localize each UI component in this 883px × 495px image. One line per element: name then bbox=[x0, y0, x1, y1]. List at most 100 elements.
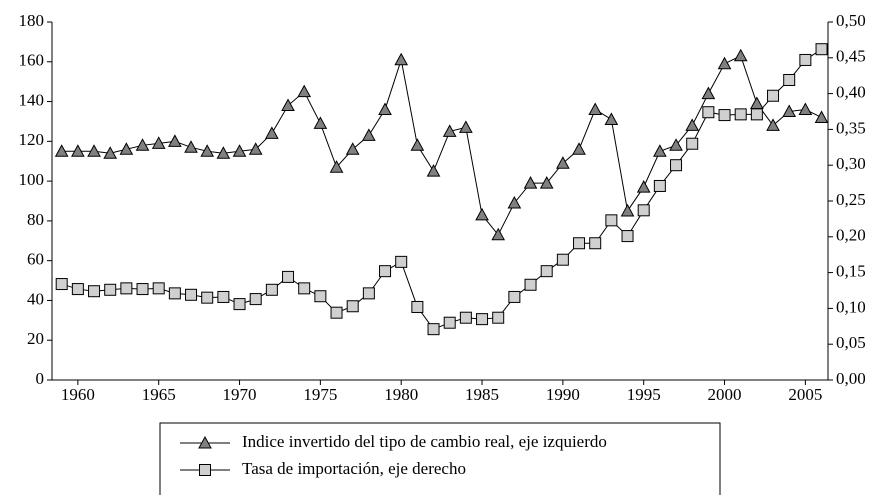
point bbox=[669, 138, 683, 151]
point bbox=[605, 214, 618, 227]
point bbox=[233, 298, 246, 311]
point bbox=[152, 282, 165, 295]
point bbox=[345, 142, 360, 155]
point bbox=[71, 144, 85, 157]
point bbox=[573, 237, 586, 250]
point bbox=[733, 48, 748, 62]
point bbox=[782, 104, 797, 117]
y-tick-label: 160 bbox=[19, 51, 45, 70]
y2-tick-label: 0,40 bbox=[836, 83, 866, 102]
point bbox=[265, 126, 279, 139]
point bbox=[265, 283, 278, 296]
point bbox=[379, 265, 392, 278]
y-tick-label: 180 bbox=[19, 11, 45, 30]
point bbox=[297, 84, 312, 98]
point bbox=[362, 128, 376, 141]
point bbox=[766, 118, 780, 131]
point bbox=[427, 323, 440, 336]
point bbox=[540, 265, 553, 278]
point bbox=[476, 313, 489, 326]
point bbox=[459, 311, 472, 324]
point bbox=[426, 164, 441, 177]
point bbox=[507, 195, 522, 209]
legend-label: Tasa de importación, eje derecho bbox=[242, 459, 466, 478]
point bbox=[702, 106, 715, 119]
point bbox=[136, 283, 149, 296]
point bbox=[313, 116, 328, 129]
point bbox=[556, 156, 570, 169]
point bbox=[750, 96, 764, 110]
point bbox=[54, 144, 69, 157]
point bbox=[524, 278, 537, 291]
point bbox=[621, 230, 634, 243]
point bbox=[539, 176, 554, 189]
point bbox=[55, 278, 68, 291]
x-tick-label: 1965 bbox=[142, 385, 176, 404]
y2-tick-label: 0,15 bbox=[836, 262, 866, 281]
point bbox=[216, 146, 231, 159]
point bbox=[411, 300, 424, 313]
point bbox=[685, 118, 700, 131]
point bbox=[686, 137, 699, 150]
point bbox=[330, 306, 343, 319]
point bbox=[185, 288, 198, 301]
point bbox=[750, 108, 763, 121]
point bbox=[670, 159, 683, 172]
y2-tick-label: 0,30 bbox=[836, 154, 866, 173]
point bbox=[88, 285, 101, 298]
point bbox=[442, 124, 457, 137]
point bbox=[637, 204, 650, 217]
point bbox=[314, 290, 327, 303]
point bbox=[783, 73, 796, 86]
x-tick-label: 1990 bbox=[546, 385, 580, 404]
x-tick-label: 1995 bbox=[627, 385, 661, 404]
point bbox=[556, 253, 569, 266]
point bbox=[71, 283, 84, 296]
point bbox=[701, 86, 716, 100]
point bbox=[329, 160, 344, 173]
point bbox=[523, 176, 538, 189]
point bbox=[734, 108, 747, 121]
y-tick-label: 40 bbox=[27, 289, 44, 308]
y2-tick-label: 0,05 bbox=[836, 333, 866, 352]
point bbox=[636, 180, 651, 193]
point bbox=[184, 140, 198, 153]
point bbox=[119, 142, 134, 155]
y2-tick-label: 0,45 bbox=[836, 47, 866, 66]
x-tick-label: 1970 bbox=[223, 385, 257, 404]
point bbox=[492, 311, 505, 324]
point bbox=[394, 52, 409, 66]
y2-tick-label: 0,35 bbox=[836, 118, 866, 137]
point bbox=[281, 98, 295, 112]
point bbox=[410, 138, 425, 151]
point bbox=[491, 227, 506, 241]
x-tick-label: 2005 bbox=[788, 385, 822, 404]
point bbox=[217, 290, 230, 303]
point bbox=[282, 270, 295, 283]
point bbox=[200, 144, 215, 157]
y-tick-label: 120 bbox=[19, 130, 45, 149]
x-tick-label: 1975 bbox=[303, 385, 337, 404]
point bbox=[572, 142, 586, 155]
point bbox=[604, 112, 619, 125]
y2-tick-label: 0,20 bbox=[836, 226, 866, 245]
y-tick-label: 60 bbox=[27, 250, 44, 269]
point bbox=[120, 282, 133, 295]
y2-tick-label: 0,10 bbox=[836, 297, 866, 316]
point bbox=[717, 56, 732, 70]
point bbox=[653, 144, 667, 157]
point bbox=[799, 53, 812, 66]
point bbox=[588, 102, 603, 116]
point bbox=[718, 109, 731, 122]
legend-marker bbox=[198, 435, 212, 449]
point bbox=[798, 102, 813, 116]
point bbox=[475, 207, 489, 221]
point bbox=[201, 291, 214, 304]
point bbox=[589, 237, 602, 250]
legend-label: Indice invertido del tipo de cambio real… bbox=[242, 432, 607, 451]
point bbox=[815, 43, 828, 56]
point bbox=[168, 287, 181, 300]
point bbox=[508, 290, 521, 303]
